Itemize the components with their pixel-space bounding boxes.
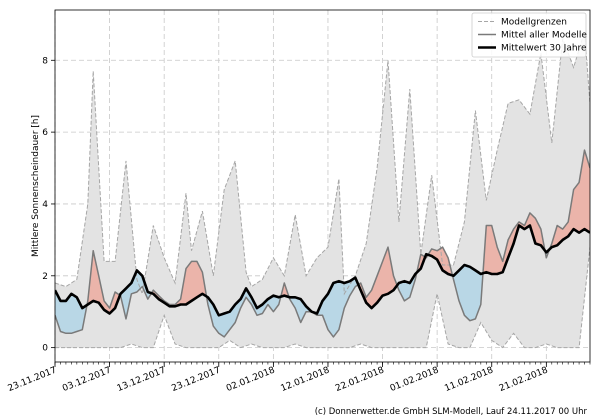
above-average-area (87, 250, 121, 314)
below-average-area (452, 265, 484, 321)
above-average-area (151, 261, 208, 307)
above-average-area (483, 212, 546, 274)
y-tick-label: 2 (42, 272, 48, 282)
legend-box (471, 12, 587, 58)
legend: Modellgrenzen Mittel aller Modelle Mitte… (471, 12, 587, 58)
below-average-area (207, 288, 281, 337)
y-tick-label: 8 (42, 56, 48, 66)
plot-data (55, 31, 590, 349)
legend-label-model-mean: Mittel aller Modelle (501, 31, 587, 41)
below-average-area (289, 297, 312, 323)
above-average-area (549, 150, 590, 250)
upper-bound-line (55, 31, 590, 296)
y-tick-label: 6 (42, 128, 48, 138)
climate-mean-line (55, 224, 590, 317)
legend-label-climate: Mittelwert 30 Jahre (501, 44, 587, 54)
y-tick-label: 0 (42, 344, 48, 354)
y-axis-label: Mittlere Sonnenscheindauer [h] (31, 115, 41, 257)
above-average-area (428, 247, 453, 277)
credit-text: (c) Donnerwetter.de GmbH SLM-Modell, Lau… (315, 407, 588, 417)
legend-label-bounds: Modellgrenzen (501, 18, 567, 28)
lower-bound-line (55, 247, 590, 349)
model-mean-line (55, 149, 590, 338)
below-average-area (397, 270, 418, 301)
y-tick-label: 4 (42, 200, 48, 210)
below-average-area (312, 277, 359, 337)
